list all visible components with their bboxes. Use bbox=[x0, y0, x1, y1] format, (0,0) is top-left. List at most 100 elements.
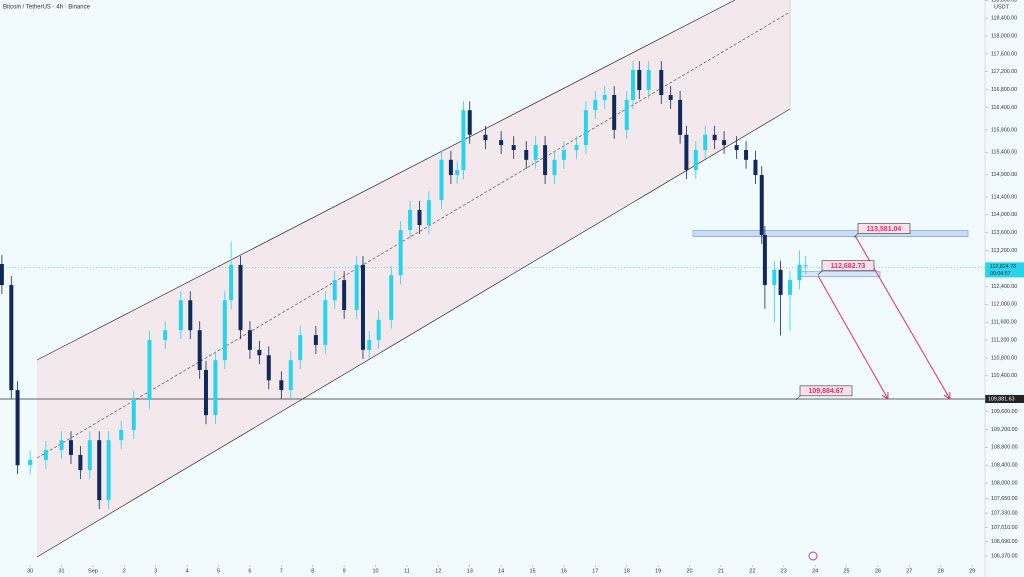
x-tick-label: 2 bbox=[123, 568, 126, 574]
x-tick-label: 28 bbox=[938, 568, 944, 574]
y-tick-label: 106,690.00 bbox=[991, 539, 1018, 545]
candle-body bbox=[59, 440, 64, 451]
candle-body bbox=[68, 440, 73, 455]
candle-body bbox=[574, 145, 579, 151]
y-tick-label: 107,650.00 bbox=[991, 496, 1018, 502]
candle-body bbox=[788, 280, 793, 295]
y-tick-label: 108,400.00 bbox=[991, 463, 1018, 469]
candle-body bbox=[722, 140, 727, 146]
label-pointer bbox=[795, 395, 801, 401]
candle-body bbox=[762, 234, 767, 286]
x-tick-label: 23 bbox=[781, 568, 787, 574]
candle-body bbox=[197, 330, 202, 370]
candle-body bbox=[97, 440, 102, 501]
y-tick-label: 118,000.00 bbox=[991, 33, 1017, 39]
y-tick-label: 109,200.00 bbox=[991, 427, 1018, 433]
candle-body bbox=[461, 110, 466, 171]
candle-body bbox=[499, 140, 504, 146]
price-label-box bbox=[857, 223, 911, 234]
candle-body bbox=[561, 150, 566, 160]
y-tick-label: 114,400.00 bbox=[991, 194, 1017, 200]
x-tick-label: 18 bbox=[624, 568, 630, 574]
channel-lower bbox=[36, 108, 791, 558]
y-tick-label: 116,400.00 bbox=[991, 105, 1017, 111]
candle-body bbox=[106, 440, 111, 501]
x-tick-label: 10 bbox=[372, 568, 378, 574]
candle-body bbox=[342, 280, 347, 311]
arrow bbox=[817, 275, 889, 400]
candle-body bbox=[455, 170, 460, 176]
event-icon[interactable] bbox=[808, 551, 818, 561]
candle-body bbox=[631, 69, 636, 100]
x-tick-label: Sep bbox=[88, 568, 98, 574]
candle-body bbox=[552, 159, 557, 176]
countdown: 00:04:57 bbox=[990, 271, 1011, 277]
candle-body bbox=[213, 360, 218, 416]
x-tick-label: 9 bbox=[343, 568, 346, 574]
y-tick-label: 110,800.00 bbox=[991, 355, 1017, 361]
y-tick-label: 112,000.00 bbox=[991, 302, 1017, 308]
x-tick-label: 12 bbox=[435, 568, 441, 574]
candle-body bbox=[203, 369, 208, 416]
x-tick-label: 24 bbox=[812, 568, 818, 574]
y-tick-label: 111,200.00 bbox=[991, 337, 1017, 343]
x-tick-label: 20 bbox=[686, 568, 692, 574]
candles bbox=[0, 61, 808, 510]
x-tick-label: 6 bbox=[248, 568, 251, 574]
candle-body bbox=[533, 145, 538, 160]
channel-midline bbox=[36, 11, 791, 459]
candle-body bbox=[389, 275, 394, 320]
candle-body bbox=[668, 95, 673, 100]
candle-body bbox=[9, 285, 14, 391]
x-tick-label: 8 bbox=[311, 568, 314, 574]
y-tick-label: 109,600.00 bbox=[991, 409, 1018, 415]
candle-body bbox=[646, 69, 651, 91]
candle-body bbox=[119, 429, 124, 441]
price-label: 109,884.67 bbox=[808, 388, 843, 395]
price-label: 113,581.04 bbox=[867, 226, 902, 233]
x-tick-label: 21 bbox=[718, 568, 724, 574]
candle-body bbox=[360, 264, 365, 350]
candle-body bbox=[467, 110, 472, 135]
candle-body bbox=[712, 134, 717, 141]
candle-body bbox=[332, 280, 337, 301]
resistance-zone bbox=[692, 230, 969, 237]
channel-fill bbox=[37, 0, 790, 557]
y-tick-label: 115,900.00 bbox=[991, 127, 1017, 133]
entry-zone bbox=[799, 271, 881, 278]
candle-body bbox=[0, 264, 4, 286]
candle-body bbox=[678, 99, 683, 135]
y-tick-label: 118,400.00 bbox=[991, 16, 1017, 22]
candle-body bbox=[147, 340, 152, 400]
candle-body bbox=[759, 175, 764, 235]
candle-body bbox=[43, 450, 48, 460]
overlays bbox=[0, 230, 985, 400]
candle-body bbox=[583, 110, 588, 146]
candle-body bbox=[266, 355, 271, 381]
x-tick-label: 5 bbox=[217, 568, 220, 574]
y-tick-label: 114,900.00 bbox=[991, 172, 1017, 178]
price-label: 112,682.73 bbox=[831, 263, 866, 270]
candle-body bbox=[131, 399, 136, 430]
x-tick-label: 11 bbox=[404, 568, 410, 574]
candle-body bbox=[684, 134, 689, 171]
x-tick-label: 16 bbox=[561, 568, 567, 574]
candle-body bbox=[753, 159, 758, 176]
candle-body bbox=[78, 454, 83, 471]
candle-body bbox=[354, 264, 359, 311]
y-tick-label: 117,600.00 bbox=[991, 51, 1017, 57]
candle-body bbox=[439, 159, 444, 201]
x-tick-label: 4 bbox=[186, 568, 189, 574]
x-tick-label: 25 bbox=[843, 568, 849, 574]
candle-body bbox=[593, 99, 598, 111]
candle-body bbox=[624, 99, 629, 130]
hline-label: 109,881.63 bbox=[988, 396, 1015, 402]
y-tick-label: 113,200.00 bbox=[991, 248, 1017, 254]
candle-body bbox=[426, 200, 431, 226]
y-tick-label: 118,800.00 bbox=[991, 0, 1017, 4]
candle-body bbox=[734, 145, 739, 151]
currency: USDT bbox=[994, 4, 1010, 10]
candle-body bbox=[602, 95, 607, 100]
